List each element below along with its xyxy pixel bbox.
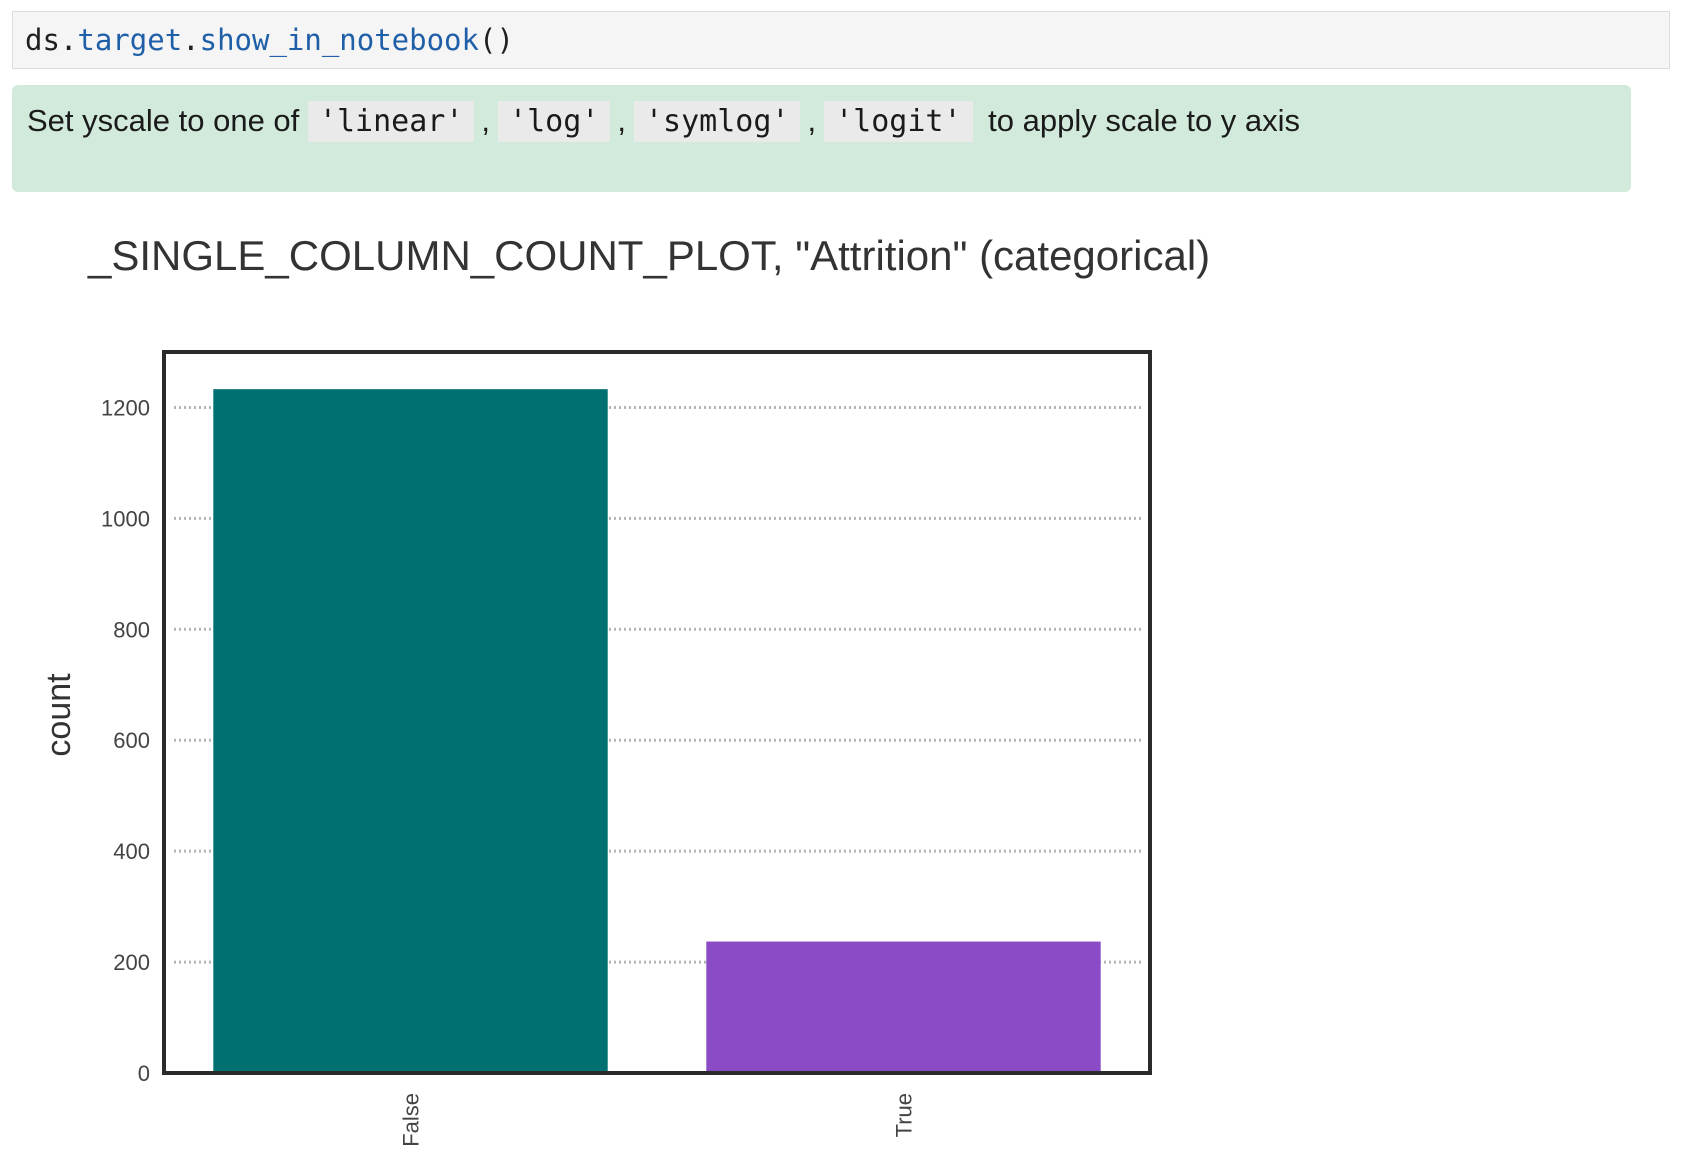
plot-frame: [162, 350, 1152, 1075]
y-tick-label: 1000: [101, 506, 150, 531]
code-dot: .: [182, 23, 200, 57]
code-method: show_in_notebook: [199, 23, 479, 57]
yscale-option: 'log': [498, 101, 611, 142]
code-cell[interactable]: ds.target.show_in_notebook(): [12, 11, 1670, 69]
y-tick-label: 200: [113, 950, 150, 975]
code-parens: (): [478, 23, 514, 57]
x-tick-label: True: [892, 1093, 917, 1137]
count-plot-chart: _SINGLE_COLUMN_COUNT_PLOT, "Attrition" (…: [40, 232, 1210, 1147]
bars-layer: [213, 389, 1101, 1073]
yscale-option: 'symlog': [633, 101, 801, 142]
option-separator: ,: [807, 103, 817, 138]
code-object: ds: [25, 23, 60, 57]
code-attribute: target: [77, 23, 183, 57]
y-axis-label: count: [40, 673, 78, 757]
info-prefix-text: Set yscale to one of: [27, 103, 300, 138]
code-dot: .: [59, 23, 78, 57]
y-tick-label: 1200: [101, 395, 150, 420]
chart-title: _SINGLE_COLUMN_COUNT_PLOT, "Attrition" (…: [87, 232, 1210, 279]
option-separator: ,: [481, 103, 491, 138]
x-tick-label: False: [399, 1093, 424, 1147]
option-separator: ,: [617, 103, 626, 138]
bar-false: [213, 389, 608, 1073]
bar-true: [706, 941, 1101, 1073]
yscale-option: 'logit': [824, 101, 973, 142]
info-suffix-text: to apply scale to y axis: [988, 103, 1301, 138]
info-message-box: Set yscale to one of 'linear','log','sym…: [12, 85, 1631, 192]
y-tick-label: 0: [138, 1061, 150, 1086]
y-tick-label: 400: [113, 839, 150, 864]
y-axis-ticks: 0 200 400 600 800 1000 1200: [101, 395, 150, 1086]
yscale-option: 'linear': [307, 101, 475, 142]
y-tick-label: 600: [113, 728, 150, 753]
x-axis-ticks: False True: [399, 1093, 917, 1147]
y-tick-label: 800: [113, 617, 150, 642]
